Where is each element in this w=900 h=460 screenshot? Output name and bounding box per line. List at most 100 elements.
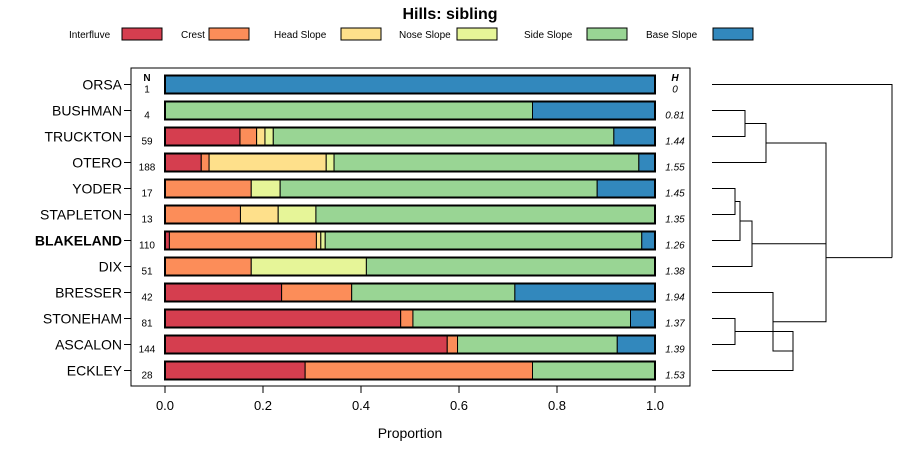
h-value-bushman: 0.81	[665, 111, 684, 122]
dendro-link-otero	[712, 123, 767, 163]
category-label-yoder: YODER	[72, 181, 122, 197]
h-value-blakeland: 1.26	[665, 241, 685, 252]
dendro-link-root-upper	[825, 193, 892, 259]
legend-label-nose-slope: Nose Slope	[399, 30, 451, 41]
bar-segment-bresser-interfluve	[164, 283, 283, 302]
category-label-stapleton: STAPLETON	[40, 207, 122, 223]
category-label-stoneham: STONEHAM	[43, 311, 122, 327]
legend-label-crest: Crest	[181, 30, 205, 41]
x-axis-label: Proportion	[378, 425, 443, 441]
bar-segment-yoder-crest	[164, 179, 252, 198]
bar-segment-otero-crest	[200, 153, 210, 172]
bar-segment-otero-head-slope	[208, 153, 327, 172]
bar-segment-stoneham-crest	[400, 309, 414, 328]
bar-segment-blakeland-nose-slope	[320, 231, 326, 250]
n-value-truckton: 59	[141, 137, 153, 148]
n-value-otero: 188	[139, 163, 156, 174]
bar-outline-orsa	[164, 74, 656, 95]
bar-segment-bresser-crest	[281, 283, 353, 302]
bar-segment-ascalon-interfluve	[164, 335, 448, 354]
bar-segment-blakeland-crest	[168, 231, 317, 250]
legend-label-base-slope: Base Slope	[646, 30, 698, 41]
bar-segment-otero-interfluve	[164, 153, 202, 172]
dendro-link-bushman-truckton	[712, 110, 746, 137]
dendro-link-dix	[712, 220, 753, 267]
category-label-ascalon: ASCALON	[55, 337, 122, 353]
dendro-link-orsa	[712, 84, 893, 258]
bar-segment-ascalon-crest	[446, 335, 459, 354]
bar-outline-otero	[164, 152, 656, 173]
h-value-orsa: 0	[672, 85, 678, 96]
bar-outline-bresser	[164, 282, 656, 303]
bar-segment-truckton-base-slope	[613, 127, 656, 146]
bar-segment-yoder-side-slope	[279, 179, 598, 198]
bar-segment-yoder-nose-slope	[250, 179, 281, 198]
chart-title: Hills: sibling	[402, 6, 497, 23]
bar-segment-truckton-interfluve	[164, 127, 241, 146]
bar-outline-bushman	[164, 100, 656, 121]
bar-segment-eckley-crest	[304, 361, 534, 380]
x-tick-label-3: 0.6	[450, 398, 468, 413]
n-value-blakeland: 110	[139, 241, 155, 252]
category-label-dix: DIX	[99, 259, 123, 275]
legend-swatch-side-slope	[586, 27, 628, 41]
legend-label-interfluve: Interfluve	[69, 30, 111, 41]
bar-segment-yoder-base-slope	[596, 179, 656, 198]
x-tick-label-1: 0.2	[254, 398, 272, 413]
bar-segment-stapleton-side-slope	[315, 205, 656, 224]
bar-segment-dix-crest	[164, 257, 252, 276]
n-value-eckley: 28	[141, 371, 153, 382]
h-value-eckley: 1.53	[665, 371, 685, 382]
bar-segment-bresser-base-slope	[514, 283, 656, 302]
dendro-link-stoneham-ascalon	[712, 318, 736, 345]
n-value-bushman: 4	[144, 111, 150, 122]
bar-segment-stoneham-base-slope	[630, 309, 656, 328]
bar-segment-ascalon-side-slope	[457, 335, 618, 354]
bar-segment-bushman-base-slope	[532, 101, 656, 120]
bar-segment-ascalon-base-slope	[616, 335, 656, 354]
n-column-header: N	[143, 73, 150, 84]
bar-segment-truckton-head-slope	[256, 127, 266, 146]
bar-segment-otero-side-slope	[333, 153, 640, 172]
h-value-otero: 1.55	[665, 163, 685, 174]
dendro-link-blakeland	[712, 201, 741, 241]
bar-segment-truckton-side-slope	[272, 127, 615, 146]
bar-segment-truckton-crest	[239, 127, 258, 146]
legend-label-head-slope: Head Slope	[274, 30, 327, 41]
legend-swatch-nose-slope	[456, 27, 498, 41]
dendro-link-upper	[752, 142, 827, 245]
h-value-stoneham: 1.37	[665, 319, 685, 330]
h-value-yoder: 1.45	[665, 189, 685, 200]
category-label-eckley: ECKLEY	[67, 363, 123, 379]
bar-segment-stoneham-side-slope	[412, 309, 631, 328]
bar-segment-stapleton-crest	[164, 205, 241, 224]
h-value-dix: 1.38	[665, 267, 685, 278]
bar-segment-bushman-side-slope	[164, 101, 533, 120]
bar-segment-stapleton-nose-slope	[277, 205, 317, 224]
bar-outline-ascalon	[164, 334, 656, 355]
category-label-truckton: TRUCKTON	[44, 129, 122, 145]
dendro-link-root-lower	[773, 257, 827, 323]
category-label-orsa: ORSA	[82, 77, 122, 93]
legend-label-side-slope: Side Slope	[524, 30, 573, 41]
legend-swatch-interfluve	[121, 27, 163, 41]
n-value-stoneham: 81	[141, 319, 153, 330]
bar-segment-stapleton-head-slope	[239, 205, 279, 224]
h-value-truckton: 1.44	[665, 137, 685, 148]
bar-outline-stapleton	[164, 204, 656, 225]
bar-segment-dix-nose-slope	[250, 257, 367, 276]
bar-segment-otero-nose-slope	[325, 153, 335, 172]
bar-segment-eckley-side-slope	[532, 361, 656, 380]
h-value-bresser: 1.94	[665, 293, 685, 304]
bar-segment-orsa-base-slope	[164, 75, 656, 94]
bar-outline-stoneham	[164, 308, 656, 329]
bar-outline-truckton	[164, 126, 656, 147]
bar-segment-truckton-nose-slope	[264, 127, 274, 146]
bar-outline-yoder	[164, 178, 656, 199]
x-axis: 0.0 0.2 0.4 0.6 0.8 1.0	[156, 386, 664, 413]
h-value-stapleton: 1.35	[665, 215, 685, 226]
n-value-orsa: 1	[144, 85, 150, 96]
x-tick-label-0: 0.0	[156, 398, 174, 413]
n-value-bresser: 42	[141, 293, 153, 304]
